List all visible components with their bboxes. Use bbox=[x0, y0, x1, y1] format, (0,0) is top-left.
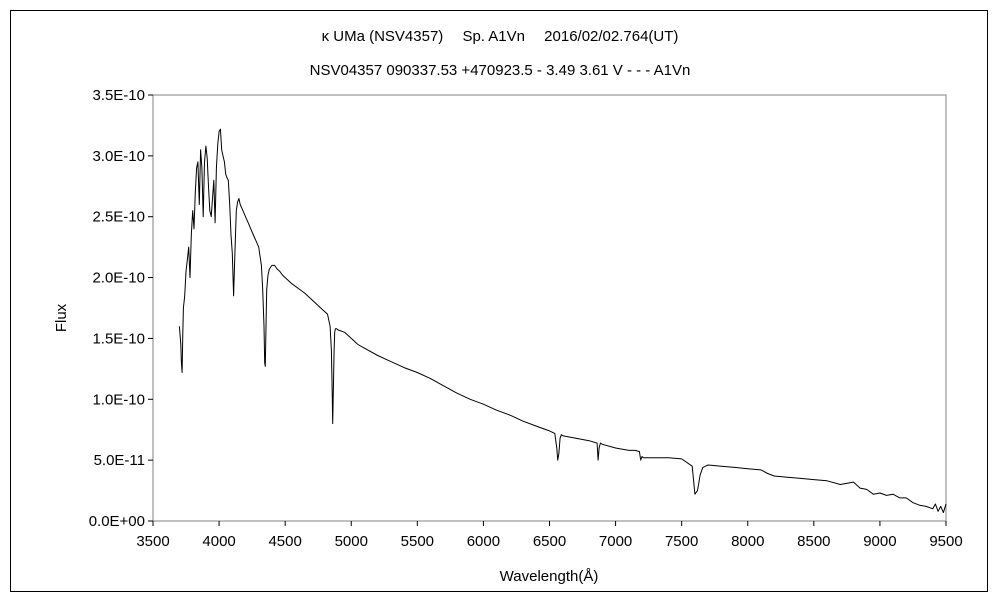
chart-title: κ UMa (NSV4357) Sp. A1Vn 2016/02/02.764(… bbox=[322, 28, 679, 45]
y-tick-label: 2.5E-10 bbox=[92, 209, 145, 226]
x-tick-label: 8000 bbox=[731, 533, 764, 550]
x-axis: 3500 4000 4500 5000 5500 6000 6500 7000 7500 8000… bbox=[136, 521, 963, 550]
y-axis-label: Flux bbox=[53, 303, 70, 332]
x-tick-label: 9500 bbox=[929, 533, 962, 550]
series-group bbox=[178, 128, 947, 513]
y-tick-label: 1.5E-10 bbox=[92, 330, 145, 347]
y-tick-label: 2.0E-10 bbox=[92, 270, 145, 287]
x-tick-label: 4000 bbox=[202, 533, 235, 550]
x-tick-label: 6500 bbox=[533, 533, 566, 550]
x-axis-label: Wavelength(Å) bbox=[500, 568, 599, 585]
spectrum-line bbox=[178, 128, 947, 513]
plot-area bbox=[152, 94, 947, 522]
y-tick-label: 0.0E+00 bbox=[89, 513, 145, 530]
x-tick-label: 7500 bbox=[665, 533, 698, 550]
y-tick-label: 1.0E-10 bbox=[92, 391, 145, 408]
x-tick-label: 3500 bbox=[136, 533, 169, 550]
x-tick-label: 9000 bbox=[863, 533, 896, 550]
x-tick-label: 5500 bbox=[401, 533, 434, 550]
x-tick-label: 8500 bbox=[797, 533, 830, 550]
y-tick-label: 3.5E-10 bbox=[92, 87, 145, 104]
y-axis: 0.0E+00 5.0E-11 1.0E-10 1.5E-10 2.0E-10 2.5E-… bbox=[89, 87, 153, 530]
x-tick-label: 6000 bbox=[467, 533, 500, 550]
x-tick-label: 7000 bbox=[599, 533, 632, 550]
x-tick-label: 5000 bbox=[335, 533, 368, 550]
chart-subtitle: NSV04357 090337.53 +470923.5 - 3.49 3.61… bbox=[310, 62, 691, 79]
y-tick-label: 3.0E-10 bbox=[92, 148, 145, 165]
y-tick-label: 5.0E-11 bbox=[94, 452, 145, 469]
x-tick-label: 4500 bbox=[268, 533, 301, 550]
